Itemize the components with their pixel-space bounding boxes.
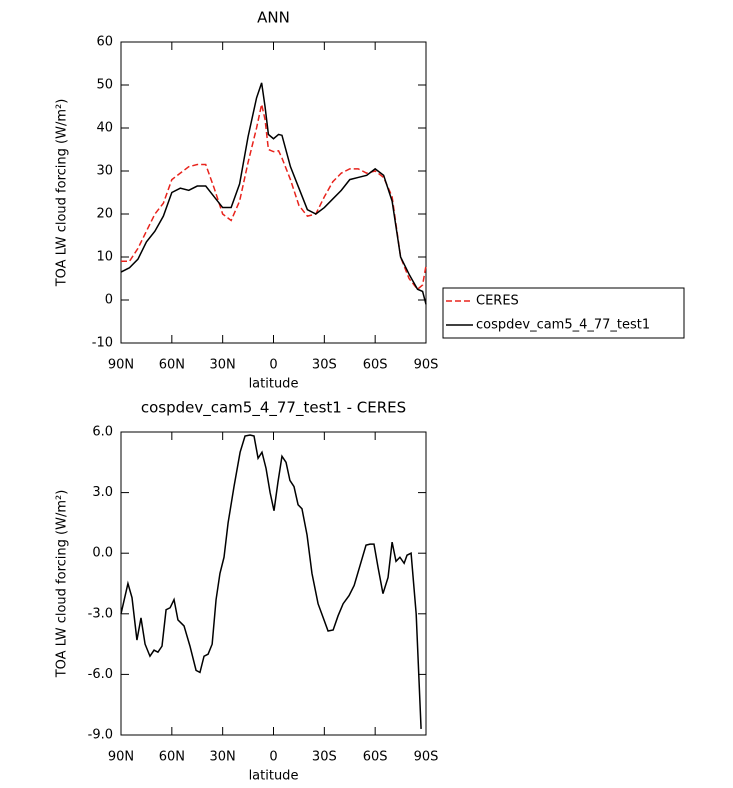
x-tick-label: 30S (312, 750, 337, 765)
x-tick-label: 60S (363, 750, 388, 765)
x-tick-label: 30N (210, 358, 236, 373)
x-tick-label: 60N (159, 358, 185, 373)
x-tick-label: 60S (363, 358, 388, 373)
y-tick-label: -9.0 (88, 728, 113, 743)
y-tick-label: 40 (96, 121, 113, 136)
x-tick-label: 0 (269, 750, 277, 765)
y-tick-label: 6.0 (92, 425, 113, 440)
y-tick-label: 0 (105, 293, 113, 308)
data-line (120, 82, 427, 305)
x-tick-label: 90N (108, 750, 134, 765)
legend-box (442, 287, 685, 339)
x-tick-label: 90N (108, 358, 134, 373)
legend-label: CERES (476, 294, 519, 309)
y-tick-label: 0.0 (92, 546, 113, 561)
y-tick-label: -6.0 (88, 667, 113, 682)
x-tick-label: 90S (414, 750, 439, 765)
y-tick-label: 30 (96, 164, 113, 179)
data-line (121, 104, 427, 291)
x-tick-label: 30S (312, 358, 337, 373)
y-tick-label: 20 (96, 207, 113, 222)
y-axis-label: TOA LW cloud forcing (W/m²) (55, 490, 70, 679)
y-axis-label: TOA LW cloud forcing (W/m²) (55, 99, 70, 288)
plot-frame (120, 41, 427, 344)
y-tick-label: 10 (96, 250, 113, 265)
legend-label: cospdev_cam5_4_77_test1 (476, 318, 650, 333)
x-tick-label: 90S (414, 358, 439, 373)
data-line (120, 434, 422, 729)
chart-title: cospdev_cam5_4_77_test1 - CERES (141, 399, 406, 418)
y-tick-label: 3.0 (92, 485, 113, 500)
y-tick-label: -3.0 (88, 606, 113, 621)
x-tick-label: 30N (210, 750, 236, 765)
chart-title: ANN (257, 9, 290, 27)
plot-frame (120, 431, 427, 736)
y-tick-label: -10 (92, 336, 113, 351)
y-tick-label: 50 (96, 78, 113, 93)
x-tick-label: 0 (269, 358, 277, 373)
x-axis-label: latitude (249, 769, 299, 784)
x-tick-label: 60N (159, 750, 185, 765)
x-axis-label: latitude (249, 377, 299, 392)
y-tick-label: 60 (96, 35, 113, 50)
